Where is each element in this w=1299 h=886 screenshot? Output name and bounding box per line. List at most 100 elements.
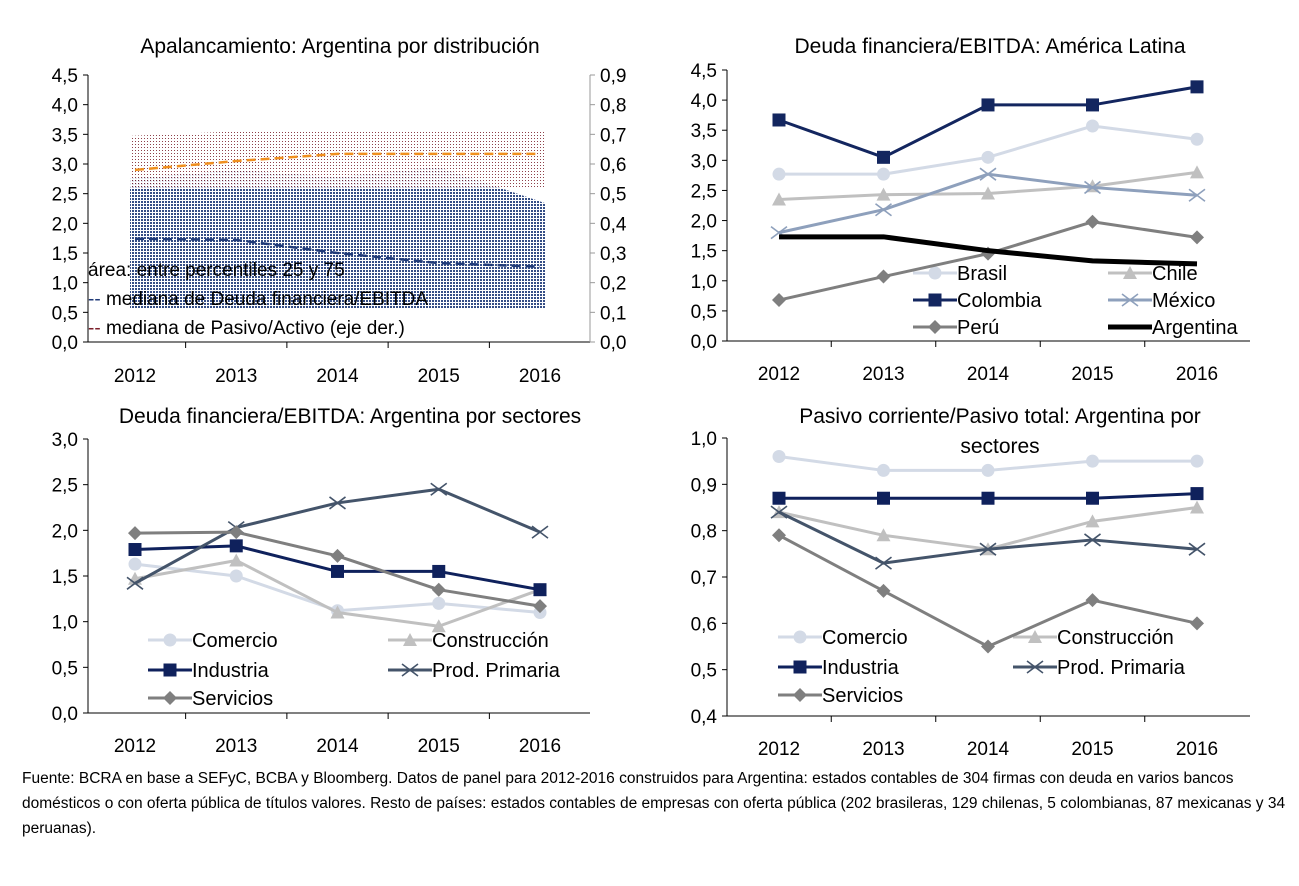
y2-tick-label: 0,7 <box>600 125 626 146</box>
data-point-1-0 <box>772 192 786 206</box>
legend-label: Comercio <box>192 630 278 652</box>
data-point-3-4 <box>531 525 549 539</box>
data-point-3-3 <box>430 482 448 496</box>
data-point-4-4 <box>1190 230 1204 245</box>
data-point-1-2 <box>981 186 995 200</box>
data-point-0-1 <box>229 569 243 583</box>
data-point-1-4 <box>1190 500 1204 514</box>
chart-3-title: Deuda financiera/EBITDA: Argentina por s… <box>118 405 582 428</box>
legend-label: Brasil <box>957 263 1007 285</box>
legend-marker <box>1123 266 1137 279</box>
legend-text: mediana de Deuda financiera/EBITDA <box>106 289 428 310</box>
data-point-2-0 <box>772 491 786 505</box>
data-point-0-2 <box>981 463 995 477</box>
legend-label: Industria <box>192 660 270 682</box>
legend-marker <box>163 633 177 647</box>
data-point-1-2 <box>330 605 345 619</box>
x-tick-label: 2014 <box>967 364 1010 385</box>
legend-marker <box>928 293 942 307</box>
area-band-1 <box>130 131 545 188</box>
legend-label: Comercio <box>822 627 908 649</box>
data-point-4-3 <box>431 582 446 597</box>
x-tick-label: 2016 <box>519 736 561 757</box>
legend-entry: área: entre percentiles 25 y 75 <box>88 260 345 281</box>
y-tick-label: 0,9 <box>691 475 717 496</box>
legend-label: Construcción <box>1057 627 1174 649</box>
x-tick-label: 2013 <box>862 364 904 385</box>
y-tick-label: 2,5 <box>691 181 717 202</box>
legend-label: Servicios <box>192 688 273 710</box>
y-tick-label: 3,0 <box>691 151 717 172</box>
area-band-0 <box>130 166 545 309</box>
data-point-1-3 <box>1085 514 1100 528</box>
data-point-4-4 <box>533 599 547 614</box>
data-point-3-2 <box>329 496 346 510</box>
y-tick-label: 0,8 <box>691 522 717 543</box>
x-tick-label: 2015 <box>1071 739 1113 760</box>
x-tick-label: 2016 <box>519 366 561 387</box>
x-tick-label: 2014 <box>316 366 359 387</box>
chart-1: 0,0 0,5 1,0 1,5 2,0 2,5 3,0 3,5 4,0 4,5 0,0 0,1 0,2 0… <box>52 66 627 387</box>
chart-1-title: Apalancamiento: Argentina por distribuci… <box>140 35 540 58</box>
legend-marker <box>401 663 419 677</box>
series-line-mediana-de-pasivo-activo-eje-der- <box>134 152 540 172</box>
y2-tick-label: 0,9 <box>600 66 626 87</box>
y-tick-label: 1,0 <box>52 613 78 634</box>
y-tick-label: 1,5 <box>691 242 717 263</box>
y-tick-label: 1,0 <box>52 274 78 295</box>
y2-tick-label: 0,5 <box>600 185 626 206</box>
data-point-1-4 <box>1190 165 1204 179</box>
data-point-2-4 <box>1190 80 1204 94</box>
y-tick-label: 3,5 <box>691 121 717 142</box>
y-tick-label: 0,0 <box>52 704 78 725</box>
legend-label: Prod. Primaria <box>432 660 561 682</box>
legend-marker <box>1121 293 1139 307</box>
data-point-3-1 <box>875 556 892 570</box>
y-tick-label: 3,5 <box>52 125 78 146</box>
legend-marker <box>163 691 177 705</box>
legend-marker <box>793 688 807 702</box>
data-point-2-3 <box>432 564 446 578</box>
data-point-2-3 <box>1086 491 1099 505</box>
data-point-2-1 <box>877 491 890 505</box>
data-point-4-3 <box>1085 593 1100 608</box>
legend-label: Prod. Primaria <box>1057 657 1186 679</box>
series-line-argentina <box>779 234 1198 267</box>
y-tick-label: 0,7 <box>691 568 717 589</box>
data-point-3-0 <box>770 505 788 519</box>
x-tick-label: 2012 <box>114 366 156 387</box>
data-point-2-0 <box>128 543 142 557</box>
x-tick-label: 2012 <box>114 736 156 757</box>
chart-4-title: Pasivo corriente/Pasivo total: Argentina… <box>799 405 1201 458</box>
x-tick-label: 2013 <box>215 736 257 757</box>
chart-4: 0,4 0,5 0,6 0,7 0,8 0,9 1,0 2012 2013 2014 2015 201… <box>691 429 1250 760</box>
x-tick-label: 2013 <box>215 366 257 387</box>
legend-marker <box>793 660 807 674</box>
data-point-2-1 <box>229 539 243 553</box>
data-point-3-4 <box>1188 542 1206 556</box>
chart-2-title: Deuda financiera/EBITDA: América Latina <box>794 35 1186 58</box>
y2-tick-label: 0,4 <box>600 214 627 235</box>
y-tick-label: 2,0 <box>691 212 717 233</box>
legend-label: Colombia <box>957 290 1042 312</box>
y-tick-label: 2,5 <box>52 185 78 206</box>
x-tick-label: 2015 <box>1071 364 1113 385</box>
y2-tick-label: 0,3 <box>600 244 626 265</box>
y-tick-label: 0,0 <box>691 332 717 353</box>
data-point-0-0 <box>772 167 786 181</box>
x-tick-label: 2016 <box>1176 364 1218 385</box>
y-tick-label: 3,0 <box>52 430 78 451</box>
y2-tick-label: 0,0 <box>600 333 626 354</box>
data-point-0-1 <box>877 167 890 181</box>
data-point-2-4 <box>1190 487 1204 501</box>
x-tick-label: 2015 <box>418 736 460 757</box>
chart-2: 0,0 0,5 1,0 1,5 2,0 2,5 3,0 3,5 4,0 4,5 2012 2013 20… <box>691 61 1250 385</box>
legend-label: Perú <box>957 317 999 339</box>
data-point-4-2 <box>981 639 995 654</box>
y-tick-label: 2,0 <box>52 521 78 542</box>
data-point-4-0 <box>772 293 786 308</box>
y-tick-label: 0,5 <box>52 303 78 324</box>
y-tick-label: 3,0 <box>52 155 78 176</box>
y-tick-label: 0,5 <box>52 658 78 679</box>
data-point-0-3 <box>1086 119 1099 133</box>
